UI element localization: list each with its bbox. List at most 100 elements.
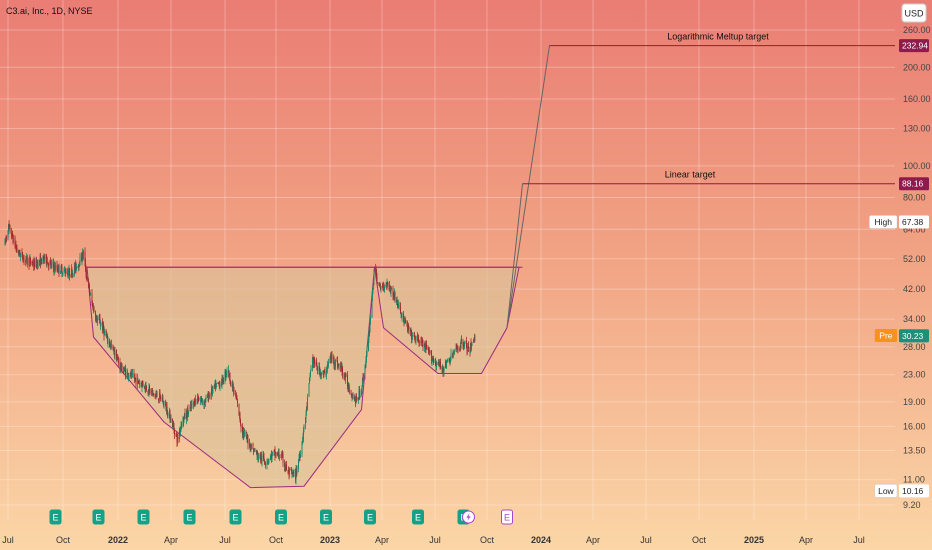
candle-body: [170, 418, 172, 422]
earnings-event-icon[interactable]: E: [49, 509, 62, 525]
candle-body: [128, 376, 130, 378]
candle-body: [422, 341, 423, 344]
candle-body: [188, 410, 189, 415]
earnings-event-icon[interactable]: E: [183, 509, 196, 525]
candle-body: [321, 372, 322, 376]
candle-body: [344, 375, 345, 377]
candle-body: [165, 403, 166, 405]
candle-body: [61, 267, 63, 275]
candle-body: [118, 360, 119, 363]
candle-body: [376, 276, 378, 282]
candle-body: [103, 324, 104, 331]
y-tick-label: 52.00: [903, 254, 926, 264]
candle-body: [349, 389, 350, 392]
candle-body: [366, 353, 367, 361]
earnings-event-icon[interactable]: E: [229, 509, 242, 525]
time-axis[interactable]: Jul Oct 2022 Apr Jul Oct 2023 Apr Jul Oct 2024 Apr J…: [2, 535, 865, 545]
candle-body: [194, 404, 196, 407]
event-markers[interactable]: EEEEEEEEEEE: [49, 509, 513, 525]
candle-body: [245, 431, 247, 435]
candle-body: [7, 233, 9, 238]
candle-body: [106, 335, 108, 336]
svg-text:E: E: [95, 513, 101, 523]
x-tick-label: 2024: [531, 535, 551, 545]
candle-body: [13, 236, 14, 243]
y-tick-label: 16.00: [903, 421, 926, 431]
candle-body: [82, 252, 83, 260]
earnings-event-icon[interactable]: E: [364, 509, 376, 525]
earnings-event-icon[interactable]: E: [92, 509, 105, 525]
earnings-event-icon[interactable]: E: [275, 509, 287, 525]
candle-body: [399, 305, 401, 308]
candle-body: [32, 262, 34, 265]
candle-body: [149, 389, 151, 393]
candle-body: [366, 349, 368, 354]
candle-body: [5, 238, 7, 240]
candle-body: [219, 384, 221, 389]
candle-body: [303, 430, 304, 439]
candle-body: [236, 396, 237, 400]
candle-body: [81, 255, 82, 260]
annotations: Logarithmic Meltup target Linear target: [665, 32, 770, 180]
candle-body: [368, 331, 370, 339]
candle-body: [392, 288, 394, 296]
candle-body: [194, 400, 195, 407]
candle-body: [167, 413, 168, 416]
candle-body: [408, 325, 409, 328]
x-tick-label: Apr: [375, 535, 389, 545]
candle-body: [95, 316, 97, 321]
candle-body: [471, 346, 472, 349]
price-axis[interactable]: 9.20 11.00 13.50 16.00 19.00 23.00 28.00 34.00 4…: [903, 25, 931, 510]
earnings-event-icon[interactable]: E: [501, 509, 513, 525]
candle-body: [431, 350, 432, 362]
earnings-event-icon[interactable]: E: [137, 509, 150, 525]
candle-body: [411, 330, 412, 339]
candle-body: [452, 352, 454, 358]
candle-body: [25, 256, 27, 260]
candle-body: [456, 347, 458, 349]
price-label-target: 88.16: [899, 177, 929, 191]
split-event-icon[interactable]: [462, 510, 475, 524]
candle-body: [92, 304, 94, 310]
earnings-event-icon[interactable]: E: [412, 509, 424, 525]
candle-body: [323, 372, 325, 374]
candle-body: [299, 455, 300, 460]
candle-body: [256, 452, 258, 456]
candle-body: [462, 340, 464, 347]
candle-body: [107, 336, 108, 343]
candle-body: [81, 259, 83, 262]
candle-body: [125, 369, 126, 376]
candle-body: [254, 450, 256, 452]
candle-body: [173, 426, 175, 431]
currency-button[interactable]: USD: [901, 3, 927, 23]
earnings-event-icon[interactable]: E: [320, 509, 332, 525]
projection-line: [506, 45, 550, 328]
candle-body: [135, 378, 137, 385]
candle-body: [201, 399, 203, 403]
candle-body: [387, 281, 388, 284]
svg-text:E: E: [140, 513, 146, 523]
candle-body: [278, 452, 280, 457]
candle-body: [26, 255, 27, 257]
price-label-value: 88.16: [902, 179, 924, 189]
candle-body: [338, 364, 340, 366]
candle-body: [169, 410, 171, 421]
candle-body: [359, 393, 361, 398]
candle-body: [63, 270, 65, 272]
candle-body: [139, 383, 140, 384]
candle-body: [415, 336, 417, 341]
grid: [0, 0, 895, 520]
svg-text:E: E: [323, 513, 329, 523]
candle-body: [281, 454, 282, 458]
candle-body: [106, 335, 107, 337]
candle-body: [250, 444, 251, 450]
candle-body: [89, 292, 91, 295]
candle-body: [155, 394, 157, 396]
candle-body: [327, 365, 328, 369]
candle-body: [326, 371, 327, 375]
y-tick-label: 11.00: [903, 475, 925, 485]
price-label-value: 30.23: [902, 331, 924, 341]
candle-body: [296, 469, 298, 473]
candle-body: [205, 396, 207, 400]
